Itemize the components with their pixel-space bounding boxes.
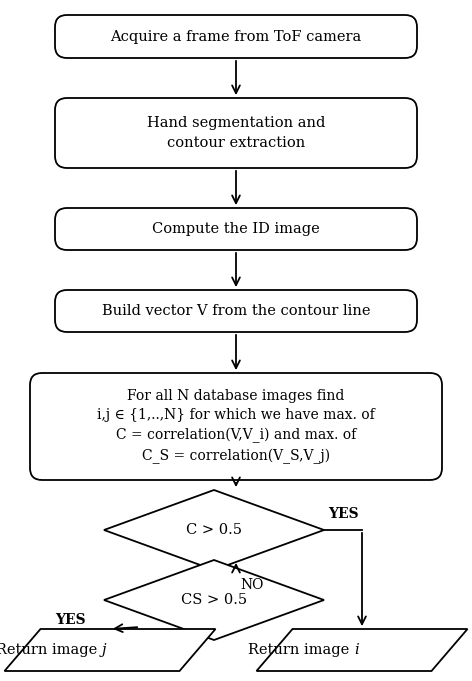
FancyBboxPatch shape <box>55 15 417 58</box>
Polygon shape <box>104 560 324 640</box>
Text: NO: NO <box>240 578 264 592</box>
Polygon shape <box>104 490 324 570</box>
FancyBboxPatch shape <box>55 208 417 250</box>
Polygon shape <box>5 629 216 671</box>
FancyBboxPatch shape <box>55 290 417 332</box>
Text: For all N database images find
i,j ∈ {1,..,N} for which we have max. of
C = corr: For all N database images find i,j ∈ {1,… <box>97 389 375 464</box>
Text: YES: YES <box>328 507 358 521</box>
Text: C > 0.5: C > 0.5 <box>186 523 242 537</box>
Text: Build vector V from the contour line: Build vector V from the contour line <box>102 304 370 318</box>
Text: j: j <box>102 643 107 657</box>
Text: Compute the ID image: Compute the ID image <box>152 222 320 236</box>
Text: YES: YES <box>55 613 85 627</box>
Text: i: i <box>354 643 359 657</box>
Text: Acquire a frame from ToF camera: Acquire a frame from ToF camera <box>110 29 362 44</box>
Text: Return image: Return image <box>248 643 354 657</box>
FancyBboxPatch shape <box>55 98 417 168</box>
Polygon shape <box>256 629 467 671</box>
Text: Hand segmentation and
contour extraction: Hand segmentation and contour extraction <box>147 116 325 150</box>
FancyBboxPatch shape <box>30 373 442 480</box>
Text: CS > 0.5: CS > 0.5 <box>181 593 247 607</box>
Text: Return image: Return image <box>0 643 102 657</box>
